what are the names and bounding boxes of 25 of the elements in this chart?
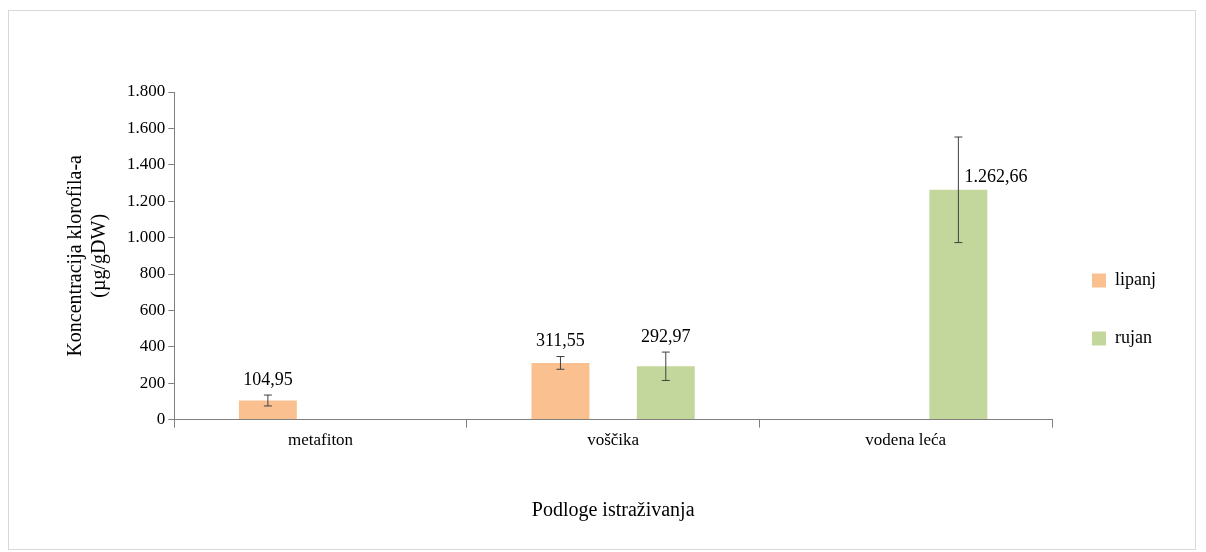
x-axis-title: Podloge istraživanja <box>531 498 695 522</box>
data-label: 292,97 <box>641 325 691 346</box>
y-tick-label: 800 <box>139 263 166 283</box>
y-tick-label: 1.600 <box>127 117 166 137</box>
bar <box>531 362 590 420</box>
legend-label: rujan <box>1115 327 1152 348</box>
data-label: 311,55 <box>536 330 585 351</box>
x-tick-label: metafiton <box>287 430 354 450</box>
bar <box>238 400 297 420</box>
y-tick-label: 1.400 <box>127 154 166 174</box>
data-label: 104,95 <box>243 368 293 389</box>
y-tick-label: 200 <box>139 372 166 392</box>
data-label: 1.262,66 <box>964 165 1028 186</box>
y-tick-label: 0 <box>156 409 166 429</box>
bar <box>929 189 988 420</box>
y-tick-label: 600 <box>139 299 166 319</box>
y-axis-title: Koncentracija klorofila-a (µg/gDW) <box>63 154 111 357</box>
y-tick-label: 1.800 <box>127 81 166 101</box>
x-tick-label: voščika <box>587 430 640 450</box>
y-tick-label: 1.200 <box>127 190 166 210</box>
legend-label: lipanj <box>1115 269 1157 290</box>
x-tick-label: vodena leća <box>865 430 947 450</box>
y-tick-label: 400 <box>139 336 166 356</box>
y-tick-label: 1.000 <box>127 227 166 247</box>
bar <box>636 366 695 420</box>
